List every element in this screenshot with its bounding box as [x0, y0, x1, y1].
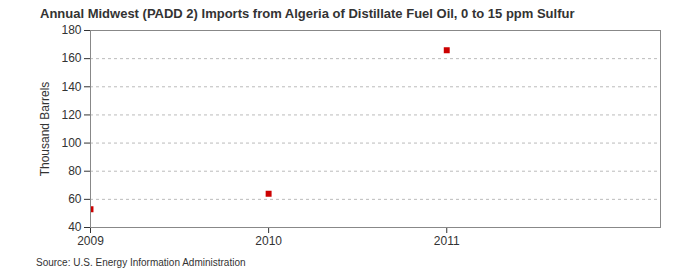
svg-text:180: 180 — [61, 23, 81, 37]
svg-text:160: 160 — [61, 51, 81, 65]
svg-text:2009: 2009 — [77, 234, 104, 248]
html-text:Source: U.S. Energy Informatio: Source: U.S. Energy Information Administ… — [36, 257, 246, 268]
html-text:Annual Midwest (PADD 2) Import: Annual Midwest (PADD 2) Imports from Alg… — [40, 6, 575, 21]
svg-text:40: 40 — [68, 220, 82, 234]
svg-text:80: 80 — [68, 164, 82, 178]
svg-text:Thousand Barrels: Thousand Barrels — [38, 82, 52, 177]
svg-text:60: 60 — [68, 192, 82, 206]
svg-text:2011: 2011 — [434, 234, 460, 248]
svg-text:100: 100 — [61, 136, 81, 150]
svg-text:2010: 2010 — [255, 234, 282, 248]
svg-text:140: 140 — [61, 80, 81, 94]
svg-text:120: 120 — [61, 108, 81, 122]
